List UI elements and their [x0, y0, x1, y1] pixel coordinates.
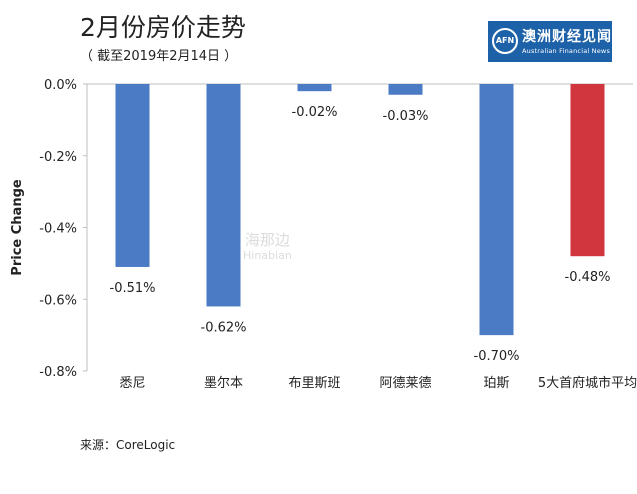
x-tick-label: 墨尔本 [204, 376, 243, 391]
hinabian-watermark: 海那边 Hinabian [243, 232, 292, 264]
logo-name-cn: 澳洲财经见闻 [522, 29, 612, 45]
data-label: -0.62% [201, 320, 247, 335]
y-tick-label: -0.2% [39, 150, 77, 165]
x-tick-label: 珀斯 [483, 376, 509, 391]
afn-logo-icon: AFN [492, 28, 518, 54]
x-tick-label: 布里斯班 [288, 376, 340, 391]
afn-logo: AFN 澳洲财经见闻 Australian Financial News [488, 21, 612, 62]
chart-subtitle: （ 截至2019年2月14日 ） [80, 49, 238, 64]
bar [388, 84, 423, 95]
chart-title: 2月份房价走势 [80, 13, 246, 42]
bar [206, 84, 241, 307]
y-tick-label: -0.6% [39, 293, 77, 308]
y-tick-label: -0.4% [39, 222, 77, 237]
data-label: -0.48% [565, 270, 611, 285]
data-label: -0.70% [474, 349, 520, 364]
x-tick-label: 悉尼 [119, 376, 145, 391]
y-tick-label: -0.8% [39, 365, 77, 380]
bar [297, 84, 332, 92]
bar [115, 84, 150, 267]
bar [570, 84, 605, 257]
watermark-cn: 海那边 [244, 231, 290, 249]
y-axis-title: Price Change [10, 179, 25, 276]
data-label: -0.03% [383, 109, 429, 124]
x-tick-label: 5大首府城市平均 [538, 375, 637, 391]
watermark-en: Hinabian [243, 249, 292, 262]
y-tick-label: 0.0% [44, 78, 77, 93]
logo-name-en: Australian Financial News [522, 47, 611, 55]
source-note: 来源：CoreLogic [80, 438, 176, 452]
bar [479, 84, 514, 336]
data-label: -0.51% [110, 281, 156, 296]
x-tick-label: 阿德莱德 [379, 376, 431, 391]
data-label: -0.02% [292, 105, 338, 120]
